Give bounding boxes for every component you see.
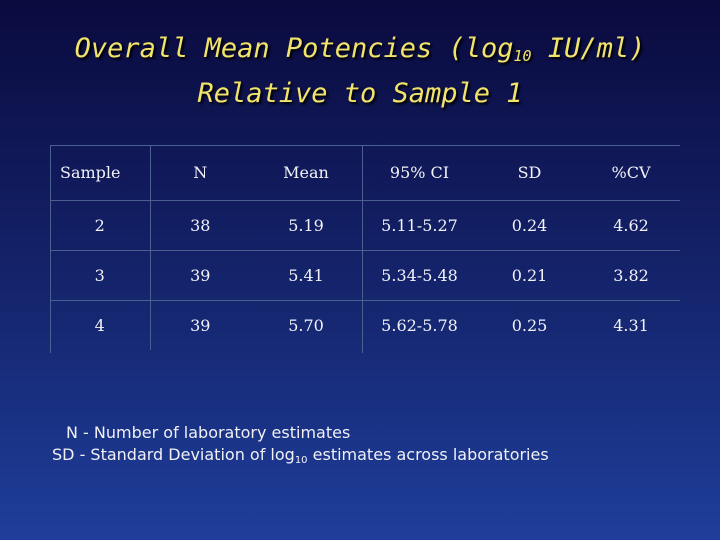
header-mean: Mean (250, 145, 362, 201)
cell-sd: 0.21 (477, 250, 582, 301)
table-row: 3 39 5.41 5.34-5.48 0.21 3.82 (50, 250, 680, 301)
cell-cv: 3.82 (582, 250, 680, 301)
footnote-sd-prefix: SD - Standard Deviation of log (52, 445, 295, 464)
title-line-2: Relative to Sample 1 (197, 78, 523, 109)
slide-title: Overall Mean Potencies (log10 IU/ml) Rel… (0, 30, 720, 113)
cell-ci: 5.34-5.48 (362, 250, 477, 301)
header-cv: %CV (582, 145, 680, 201)
table-row: 2 38 5.19 5.11-5.27 0.24 4.62 (50, 200, 680, 251)
cell-cv: 4.62 (582, 200, 680, 251)
header-sd: SD (477, 145, 582, 201)
title-line-1: Overall Mean Potencies (log10 IU/ml) (0, 30, 720, 75)
header-ci: 95% CI (362, 145, 477, 201)
footnote-n: N - Number of laboratory estimates (66, 423, 351, 442)
header-n: N (150, 145, 250, 201)
cell-mean: 5.41 (250, 250, 362, 301)
cell-ci: 5.62-5.78 (381, 316, 458, 335)
table-row: 4 39 5.70 5.62-5.78 0.25 4.31 (50, 300, 680, 350)
cell-sample: 3 (50, 250, 151, 301)
footnote-sd-suffix: estimates across laboratories (307, 445, 549, 464)
cell-mean: 5.70 (288, 316, 324, 335)
title-line-1-prefix: Overall Mean Potencies (log (74, 33, 514, 64)
potency-table: Sample N Mean 95% CI SD %CV 2 38 5.19 5.… (50, 145, 680, 350)
cell-cv: 4.31 (613, 316, 649, 335)
cell-n: 39 (150, 250, 250, 301)
footnotes: N - Number of laboratory estimates SD - … (52, 422, 549, 472)
table-header-row: Sample N Mean 95% CI SD %CV (50, 145, 680, 201)
cell-sample: 2 (50, 200, 151, 251)
cell-sd: 0.25 (511, 316, 548, 335)
cell-ci: 5.11-5.27 (362, 200, 477, 251)
title-line-1-suffix: IU/ml) (531, 33, 646, 64)
footnote-sd: SD - Standard Deviation of log10 estimat… (52, 444, 549, 472)
title-log-subscript: 10 (513, 47, 532, 65)
cell-sd: 0.24 (477, 200, 582, 251)
cell-sample: 4 (50, 300, 151, 350)
cell-n: 38 (150, 200, 250, 251)
header-sample: Sample (50, 145, 151, 201)
footnote-log-subscript: 10 (294, 455, 308, 466)
cell-n: 39 (190, 316, 211, 335)
cell-mean: 5.19 (250, 200, 362, 251)
